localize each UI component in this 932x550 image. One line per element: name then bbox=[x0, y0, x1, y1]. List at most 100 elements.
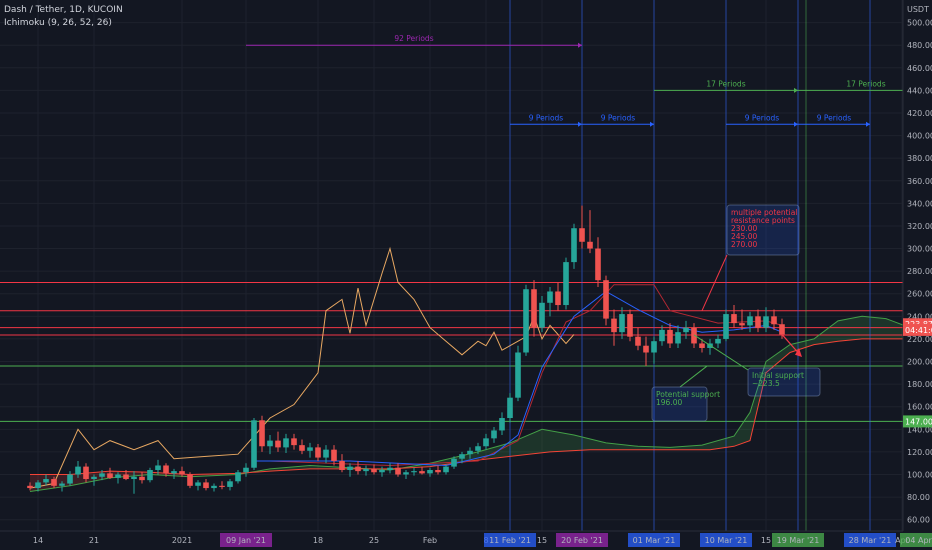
cloud-segment bbox=[614, 443, 618, 450]
cloud-segment bbox=[610, 443, 614, 450]
candle-body bbox=[59, 483, 65, 486]
candle-body bbox=[771, 316, 777, 325]
candle-body bbox=[43, 479, 49, 483]
cloud-segment bbox=[530, 432, 534, 455]
grid bbox=[0, 0, 927, 531]
annotation-text: Initial support bbox=[752, 371, 804, 380]
cloud-segment bbox=[798, 341, 802, 350]
price-tick-label: 460.00 bbox=[907, 64, 932, 73]
cloud-segment bbox=[74, 473, 78, 486]
cloud-segment bbox=[134, 471, 138, 476]
price-tick-label: 220.00 bbox=[907, 335, 932, 344]
indicator-label[interactable]: Ichimoku (9, 26, 52, 26) bbox=[4, 18, 112, 28]
candle-body bbox=[131, 476, 137, 480]
candle-body bbox=[747, 316, 753, 326]
price-tick-label: 200.00 bbox=[907, 358, 932, 367]
cloud-segment bbox=[78, 473, 82, 485]
cloud-segment bbox=[886, 318, 890, 339]
cloud-segment bbox=[486, 448, 490, 460]
callout-line bbox=[693, 334, 749, 371]
cloud-segment bbox=[442, 459, 446, 465]
candle-body bbox=[683, 327, 689, 333]
price-axis[interactable]: USDT 60.00 80.00 100.00 120.00 140.00 160.00 18… bbox=[902, 0, 932, 550]
candle-body bbox=[643, 345, 649, 353]
candle-body bbox=[219, 485, 225, 487]
cloud-segment bbox=[558, 432, 562, 452]
annotation-text: 230.00 bbox=[731, 224, 757, 233]
candle-body bbox=[571, 228, 577, 263]
cloud-segment bbox=[698, 445, 702, 450]
lagging-span bbox=[29, 246, 575, 489]
cloud-segment bbox=[622, 444, 626, 450]
annotation-text: 245.00 bbox=[731, 232, 757, 241]
candle-body bbox=[195, 482, 201, 486]
projection-arrow bbox=[650, 121, 654, 127]
cloud-segment bbox=[642, 446, 646, 450]
symbol-title[interactable]: Dash / Tether, 1D, KUCOIN bbox=[4, 5, 123, 15]
cloud-segment bbox=[518, 437, 522, 456]
candle-body bbox=[163, 465, 169, 474]
candle-body bbox=[115, 474, 121, 478]
cloud-segment bbox=[634, 445, 638, 450]
price-label: 147.00 bbox=[905, 417, 932, 426]
price-tick-label: 300.00 bbox=[907, 245, 932, 254]
cloud-segment bbox=[822, 329, 826, 344]
candle-body bbox=[611, 318, 617, 333]
projection-label: 9 Periods bbox=[529, 113, 564, 122]
candle-body bbox=[483, 438, 489, 447]
candle-body bbox=[475, 446, 481, 451]
cloud-segment bbox=[706, 442, 710, 450]
candle-body bbox=[107, 473, 113, 478]
cloud-segment bbox=[130, 471, 134, 477]
candle-body bbox=[371, 468, 377, 473]
candle-body bbox=[739, 323, 745, 326]
cloud-segment bbox=[562, 432, 566, 452]
time-tick-label: 15 bbox=[761, 536, 771, 545]
annotation-support bbox=[651, 386, 708, 422]
candle-body bbox=[347, 466, 353, 470]
cloud-segment bbox=[726, 437, 730, 448]
cloud-segment bbox=[542, 429, 546, 453]
cloud-segment bbox=[654, 446, 658, 450]
candle-body bbox=[443, 466, 449, 473]
cloud-segment bbox=[514, 439, 518, 456]
cloud-segment bbox=[626, 444, 630, 450]
cloud-segment bbox=[602, 441, 606, 450]
currency-label: USDT bbox=[907, 5, 929, 14]
candle-body bbox=[243, 467, 249, 473]
cloud-segment bbox=[322, 466, 326, 469]
candle-body bbox=[267, 440, 273, 447]
projection-label: 92 Periods bbox=[394, 34, 433, 43]
cloud-segment bbox=[302, 465, 306, 470]
price-label-bg bbox=[903, 323, 932, 336]
cloud-segment bbox=[686, 445, 690, 450]
cloud-segment bbox=[310, 465, 314, 469]
annotation-resistance bbox=[726, 204, 800, 256]
candle-body bbox=[411, 471, 417, 473]
candle-body bbox=[179, 471, 185, 475]
cloud-segment bbox=[658, 446, 662, 450]
time-label-bg bbox=[484, 533, 536, 547]
candle-body bbox=[363, 468, 369, 472]
cloud-segment bbox=[802, 340, 806, 349]
time-tick-label: 20 Feb '21 bbox=[561, 536, 603, 545]
time-tick-label: 28 Mar '21 bbox=[849, 536, 892, 545]
time-tick-label: 19 Mar '21 bbox=[777, 536, 820, 545]
cloud-segment bbox=[842, 319, 846, 341]
cloud-segment bbox=[690, 445, 694, 450]
candle-body bbox=[507, 397, 513, 419]
cloud-segment bbox=[702, 444, 706, 450]
projection-arrow bbox=[578, 42, 582, 48]
cloud-segment bbox=[814, 335, 818, 345]
cloud-segment bbox=[290, 466, 294, 470]
candle-body bbox=[27, 485, 33, 489]
cloud-segment bbox=[662, 447, 666, 450]
cloud-segment bbox=[298, 466, 302, 470]
price-tick-label: 280.00 bbox=[907, 267, 932, 276]
cloud-segment bbox=[898, 323, 902, 339]
cloud-segment bbox=[598, 440, 602, 450]
annotation-text: multiple potential bbox=[731, 208, 797, 217]
